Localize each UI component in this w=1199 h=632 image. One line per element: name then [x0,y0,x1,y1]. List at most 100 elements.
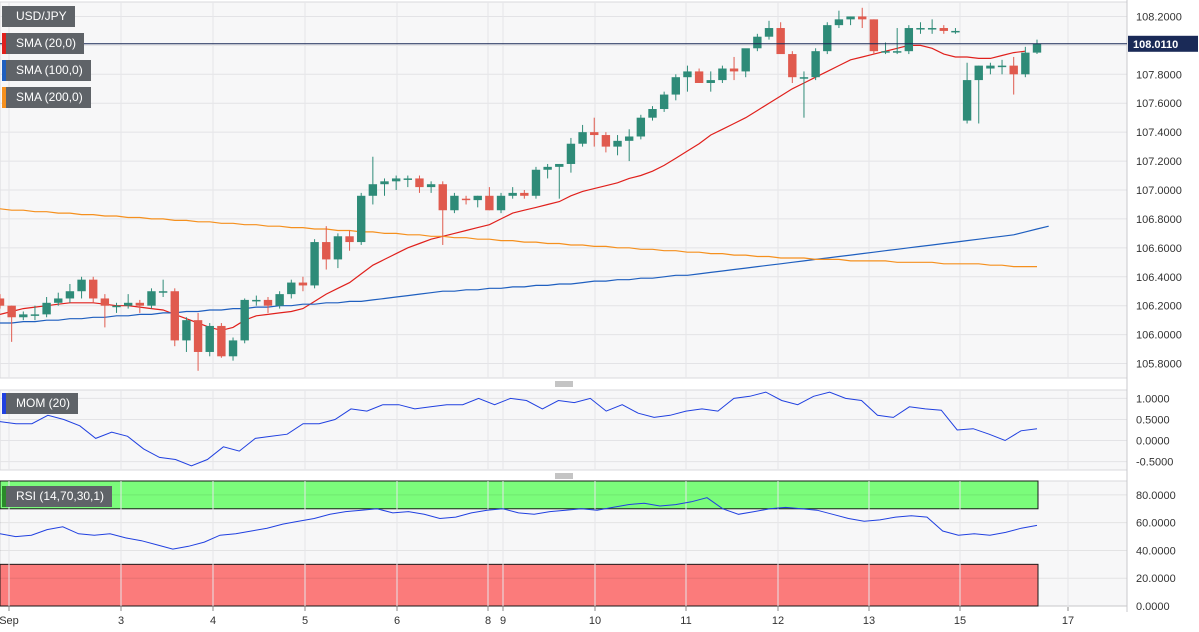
candle-body [240,299,249,341]
candle-body [590,132,599,136]
rsi-tick-label: 0.0000 [1136,601,1170,613]
candle-body [252,299,261,302]
candle-body [345,236,354,243]
x-tick-label: 9 [500,615,506,627]
candle-body [881,51,890,53]
candle-body [77,279,86,292]
sma20-legend[interactable]: SMA (20,0) [2,33,85,54]
candle-body [566,143,576,164]
mom-color-swatch [2,393,6,414]
candle-body [962,80,972,121]
candle-body [0,298,5,306]
candle-body [520,192,529,196]
rsi-line [0,497,1038,550]
candle-body [426,184,436,188]
x-tick-label: 8 [485,615,491,627]
x-tick-label: 11 [680,615,691,627]
candle-body [30,314,40,316]
candle-body [7,305,16,318]
rsi-legend[interactable]: RSI (14,70,30,1) [2,486,113,507]
candle-body [322,242,331,260]
price-tick-label: 107.4000 [1136,127,1182,139]
x-tick-label: 15 [954,615,966,627]
candle-body [135,302,145,306]
candle-body [718,68,727,81]
sma100-color-swatch [2,60,6,81]
candle-body [834,19,844,26]
candle-body [298,282,308,286]
mom-tick-label: 0.5000 [1136,414,1170,426]
candle-body [1021,52,1030,75]
rsi-oversold-zone [0,563,1039,607]
candle-body [54,298,63,303]
candle-body [578,132,587,144]
candle-body [368,184,378,196]
candle-body [100,298,110,306]
candle-body [916,28,925,30]
price-tick-label: 107.2000 [1136,156,1182,168]
price-tick-label: 107.6000 [1136,98,1182,110]
candle-body [764,28,774,37]
pane-2-background [0,389,1128,471]
candle-body [601,135,611,147]
candle-body [19,314,28,318]
x-tick-label: 5 [302,615,308,627]
candle-body [555,163,564,167]
candle-body [869,19,879,52]
x-tick-label: 6 [394,615,400,627]
x-tick-label: 12 [772,615,784,627]
rsi-tick-label: 60.0000 [1136,518,1176,530]
candle-body [228,340,238,357]
candle-body [543,166,552,170]
rsi-tick-label: 40.0000 [1136,545,1176,557]
price-tick-label: 107.0000 [1136,185,1182,197]
candle-body [753,36,762,49]
price-tick-label: 106.0000 [1136,330,1182,342]
candle-body [986,65,995,69]
candle-body [671,77,680,95]
candle-body [997,65,1007,68]
symbol-label: USD/JPY [2,6,75,27]
mom-tick-label: 0.0000 [1136,436,1170,448]
candle-body [1009,65,1018,75]
candle-body [415,178,424,188]
candle-body [123,302,133,306]
candle-body [461,198,471,201]
candle-body [485,195,494,211]
candle-body [275,294,284,306]
mom-legend[interactable]: MOM (20) [2,393,78,414]
sma20-color-swatch [2,33,6,54]
candle-body [380,181,389,185]
candle-body [624,136,634,141]
x-tick-label: 13 [863,615,875,627]
candle-body [333,236,343,260]
candle-body [391,178,401,182]
candle-body [939,28,948,31]
candle-body [974,65,983,81]
candle-body [357,195,366,243]
sma100-legend[interactable]: SMA (100,0) [2,60,91,81]
rsi-overbought-zone [0,480,1039,510]
mom-line [0,391,1038,467]
candle-body [182,320,191,341]
candle-body [263,299,273,306]
candle-body [706,80,715,83]
x-tick-label: 4 [210,615,216,627]
last-price-tag [1128,35,1198,52]
candle-body [776,28,785,55]
candle-body [531,169,541,196]
candle-body [310,242,319,286]
sma200-legend[interactable]: SMA (200,0) [2,87,91,108]
candle-body [683,71,692,78]
candle-body [473,195,482,201]
candle-body [403,178,413,180]
price-tick-label: 106.6000 [1136,243,1182,255]
candle-body [799,77,809,79]
candle-body [205,325,214,352]
candle-body [694,71,704,83]
candle-body [927,28,937,30]
candle-body [892,51,902,53]
candle-body [170,291,179,341]
sma200-color-swatch [2,87,6,108]
